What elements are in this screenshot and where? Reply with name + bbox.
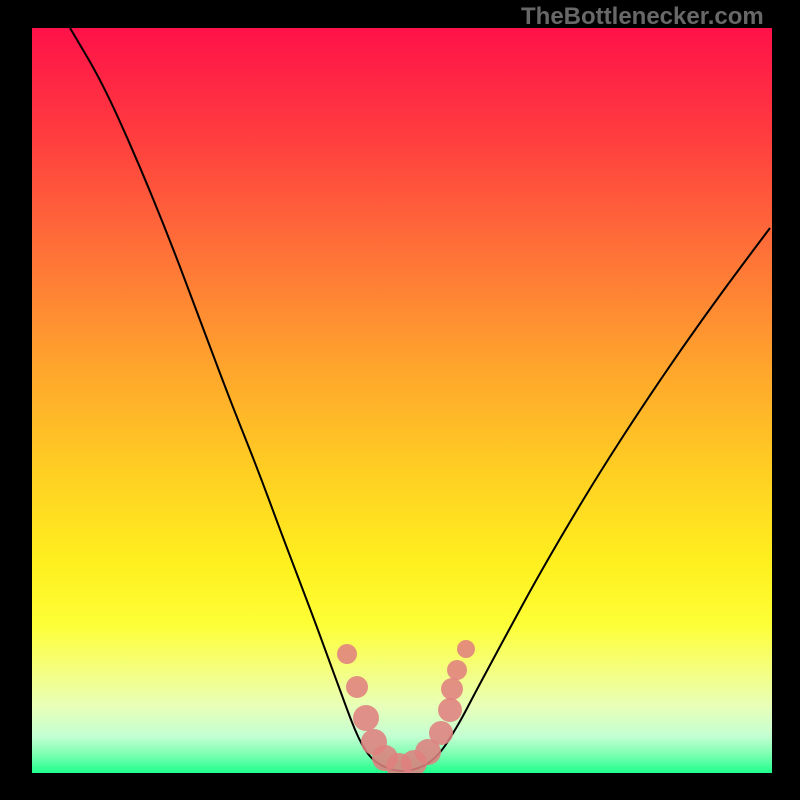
watermark-text: TheBottlenecker.com [521,3,764,31]
marker-point [429,721,453,745]
marker-point [441,678,463,700]
marker-point [346,676,368,698]
curve-layer [32,28,772,773]
marker-point [337,644,357,664]
chart-container: TheBottlenecker.com [0,0,800,800]
marker-point [447,660,467,680]
marker-point [438,698,462,722]
marker-point [353,705,379,731]
marker-point [457,640,475,658]
plot-area [32,28,772,773]
